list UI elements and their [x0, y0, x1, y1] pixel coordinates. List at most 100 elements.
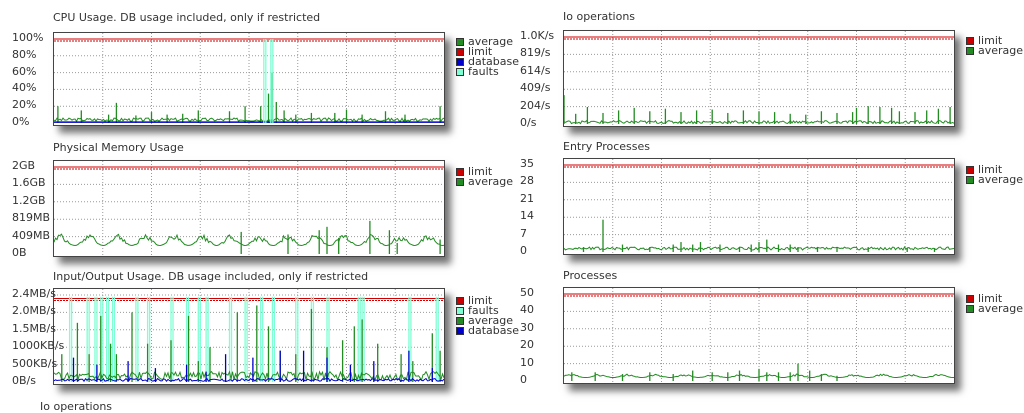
chart-svg: [564, 288, 954, 383]
y-tick-label: 40%: [12, 81, 37, 95]
legend-item-average: average: [456, 314, 519, 327]
chart-svg: [54, 33, 444, 125]
y-tick-label: 0%: [12, 115, 30, 128]
legend-swatch: [456, 297, 464, 305]
y-tick-label: 14: [520, 209, 534, 223]
y-tick-label: 100%: [12, 31, 44, 44]
legend-item-faults: faults: [456, 304, 519, 317]
chart-title: Entry Processes: [563, 140, 650, 153]
series-limit: [564, 36, 954, 40]
legend-item-average: average: [966, 302, 1024, 315]
y-tick-label: 2.0MB/s: [12, 304, 56, 318]
legend-swatch: [456, 327, 464, 335]
legend-label: faults: [468, 304, 499, 317]
y-tick-label: 20%: [12, 98, 37, 112]
y-tick-label: 1.5MB/s: [12, 321, 56, 335]
chart-svg: [54, 161, 444, 256]
legend: limit average: [966, 163, 1023, 185]
series-faults: [68, 296, 439, 382]
series-limit: [564, 293, 954, 297]
series-limit: [54, 166, 444, 170]
legend-label: faults: [468, 65, 499, 78]
legend-label: limit: [468, 294, 493, 307]
y-tick-label: 1000KB/s: [12, 339, 65, 353]
legend-swatch: [456, 168, 464, 176]
y-tick-label: 614/s: [520, 63, 551, 77]
chart-title: Input/Output Usage. DB usage included, o…: [53, 270, 369, 283]
y-tick-label: 2GB: [12, 159, 36, 172]
series-average: [564, 95, 954, 125]
legend-item-limit: limit: [966, 35, 1023, 46]
plot-area: [53, 160, 445, 257]
y-tick-label: 409/s: [520, 81, 551, 95]
chart-svg: [564, 159, 954, 254]
legend-swatch: [456, 317, 464, 325]
y-tick-label: 1.6GB: [12, 176, 46, 190]
legend-item-limit: limit: [456, 45, 519, 58]
series-limit: [54, 38, 444, 42]
chart-title: Io operations: [563, 10, 636, 23]
plot-area: [563, 158, 955, 255]
legend-label: average: [468, 175, 514, 188]
y-tick-label: 40: [520, 303, 534, 317]
plot-area: [53, 288, 445, 385]
series-average: [54, 72, 444, 123]
series-average: [564, 363, 954, 381]
chart-title: Processes: [563, 269, 618, 282]
series-noise: [54, 370, 444, 382]
legend-label: limit: [468, 45, 493, 58]
legend: limit average: [456, 165, 514, 188]
y-tick-label: 80%: [12, 47, 37, 61]
legend-swatch: [456, 48, 464, 56]
series-noise: [54, 233, 444, 247]
y-tick-label: 0B: [12, 246, 27, 259]
chart-svg: [54, 289, 444, 384]
legend-swatch: [456, 58, 464, 66]
legend-label: average: [978, 302, 1024, 315]
y-tick-label: 21: [520, 191, 534, 205]
legend-swatch: [966, 305, 974, 313]
legend-swatch: [456, 178, 464, 186]
legend-swatch: [966, 295, 974, 303]
series-average: [54, 220, 444, 254]
y-tick-label: 1.2GB: [12, 193, 46, 207]
legend-item-average: average: [456, 175, 514, 188]
legend: limit average: [966, 292, 1024, 315]
legend-label: average: [468, 314, 514, 327]
y-tick-label: 20: [520, 338, 534, 352]
legend-label: average: [978, 44, 1024, 57]
legend-swatch: [966, 176, 974, 184]
legend-swatch: [966, 166, 974, 174]
legend-item-limit: limit: [966, 163, 1023, 176]
y-tick-label: 2.4MB/s: [12, 287, 56, 300]
legend-item-database: database: [456, 325, 519, 336]
series-limit: [54, 297, 444, 301]
legend-swatch: [966, 47, 974, 55]
series-database: [54, 350, 444, 383]
legend-item-faults: faults: [456, 65, 519, 78]
series-average: [564, 219, 954, 252]
series-faults: [263, 39, 274, 123]
legend: limit faults average database: [456, 294, 519, 336]
legend-label: average: [468, 35, 514, 48]
legend-label: limit: [978, 163, 1003, 176]
legend-swatch: [966, 37, 974, 45]
legend: limit average: [966, 35, 1024, 57]
y-tick-label: 7: [520, 226, 527, 240]
y-tick-label: 0: [520, 373, 527, 386]
series-limit: [564, 164, 954, 168]
plot-area: [53, 32, 445, 126]
chart-title: CPU Usage. DB usage included, only if re…: [53, 11, 321, 24]
legend-item-average: average: [966, 174, 1023, 185]
legend-item-limit: limit: [966, 292, 1023, 305]
y-tick-label: 35: [520, 157, 534, 170]
y-tick-label: 28: [520, 174, 534, 188]
legend-item-database: database: [456, 56, 519, 67]
series-noise: [54, 377, 444, 383]
y-tick-label: 1.0K/s: [520, 29, 555, 42]
y-tick-label: 50: [520, 286, 534, 299]
y-tick-label: 60%: [12, 64, 37, 78]
y-tick-label: 819MB: [12, 211, 51, 225]
legend-label: limit: [468, 165, 493, 178]
legend-label: limit: [978, 292, 1003, 305]
